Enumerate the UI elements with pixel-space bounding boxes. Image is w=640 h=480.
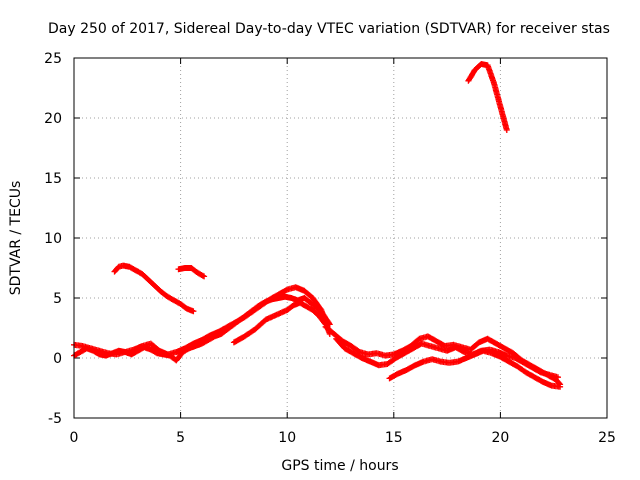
data-points <box>230 299 329 346</box>
x-tick-label: 20 <box>491 430 509 446</box>
data-points <box>175 265 208 280</box>
series-track-6 <box>465 61 510 133</box>
x-tick-label: 25 <box>598 430 616 446</box>
x-tick-label: 0 <box>70 430 79 446</box>
data-points <box>111 262 197 315</box>
series-track-5 <box>175 265 208 280</box>
data-points <box>465 61 510 133</box>
series-track-9 <box>386 347 564 390</box>
y-tick-label: -5 <box>48 411 62 427</box>
y-tick-label: 10 <box>44 231 62 247</box>
y-tick-label: 20 <box>44 111 62 127</box>
y-tick-label: 25 <box>44 51 62 67</box>
y-tick-label: 5 <box>53 291 62 307</box>
x-axis-label: GPS time / hours <box>281 458 398 474</box>
x-tick-label: 15 <box>385 430 403 446</box>
y-axis-label: SDTVAR / TECUs <box>8 181 24 296</box>
y-tick-label: 0 <box>53 351 62 367</box>
chart-title: Day 250 of 2017, Sidereal Day-to-day VTE… <box>48 21 610 37</box>
series-track-4 <box>111 262 197 315</box>
x-tick-label: 10 <box>278 430 296 446</box>
plot-frame <box>73 57 608 419</box>
plot-area <box>71 61 564 390</box>
series-track-3 <box>230 299 329 346</box>
ticks: 0 5 10 15 20 25 -5 0 5 10 15 20 25 <box>44 51 616 446</box>
data-points <box>386 347 564 390</box>
y-tick-label: 15 <box>44 171 62 187</box>
x-tick-label: 5 <box>176 430 185 446</box>
